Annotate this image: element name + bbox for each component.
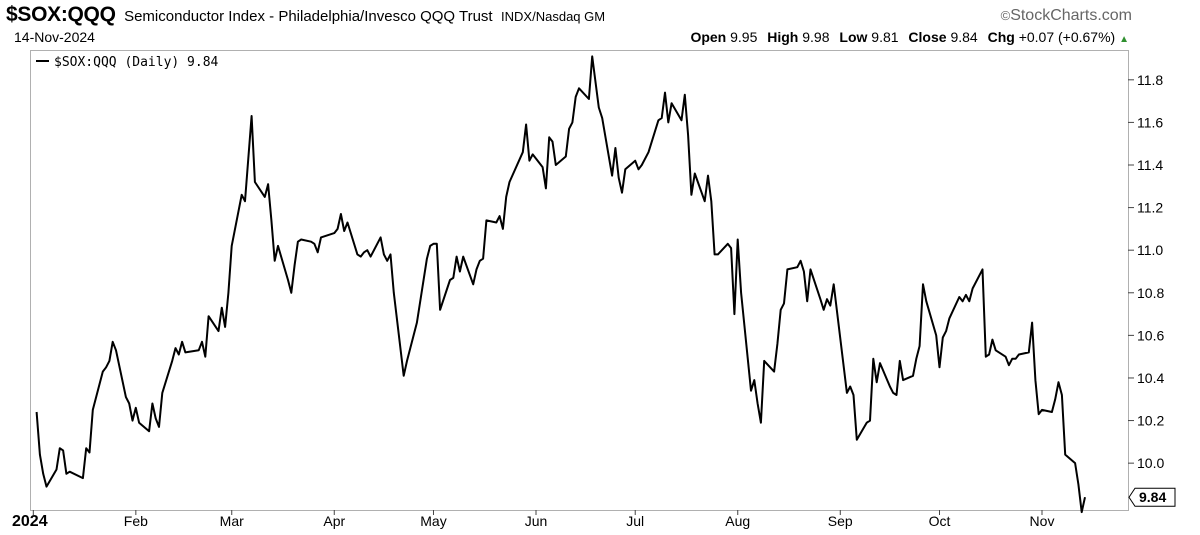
legend-label: $SOX:QQQ (Daily) 9.84 (54, 55, 219, 70)
last-value-marker: 9.84 (1128, 487, 1176, 507)
y-tick-label: 11.0 (1137, 242, 1163, 258)
x-tick-label: 2024 (12, 513, 48, 530)
brand-name: StockCharts.com (1010, 7, 1132, 24)
chart-header: $SOX:QQQ Semiconductor Index - Philadelp… (6, 3, 605, 29)
y-tick-label: 11.8 (1137, 72, 1163, 88)
x-tick-label: Nov (1030, 513, 1055, 529)
x-tick-label: Apr (323, 513, 345, 529)
x-tick-label: Feb (124, 513, 148, 529)
quote-summary: Open 9.95 High 9.98 Low 9.81 Close 9.84 … (690, 29, 1129, 45)
x-tick-label: Oct (929, 513, 951, 529)
high-label: High (767, 29, 799, 45)
last-value-label: 9.84 (1139, 489, 1166, 505)
x-tick-label: Jul (626, 513, 644, 529)
y-tick-label: 11.6 (1137, 114, 1163, 130)
change-value: +0.07 (+0.67%) (1018, 29, 1116, 45)
x-tick-label: Mar (220, 513, 244, 529)
legend: $SOX:QQQ (Daily) 9.84 (31, 51, 283, 70)
symbol-description: Semiconductor Index - Philadelphia/Inves… (124, 8, 493, 25)
exchange-label: INDX/Nasdaq GM (501, 9, 606, 24)
open-value: 9.95 (730, 29, 758, 45)
high-value: 9.98 (802, 29, 830, 45)
plot-frame (30, 50, 1129, 511)
close-label: Close (908, 29, 947, 45)
y-tick-label: 10.8 (1137, 285, 1164, 301)
up-arrow-icon: ▲ (1119, 34, 1129, 45)
y-tick-label: 11.2 (1137, 200, 1163, 216)
quote-date: 14-Nov-2024 (14, 29, 95, 45)
y-tick-label: 10.2 (1137, 413, 1164, 429)
y-tick-label: 10.6 (1137, 327, 1164, 343)
y-tick-label: 10.0 (1137, 455, 1164, 471)
price-line (35, 55, 1086, 514)
y-tick-label: 10.4 (1137, 370, 1164, 386)
x-tick-label: May (420, 513, 446, 529)
copyright-icon: © (1000, 8, 1011, 23)
x-tick-label: Sep (828, 513, 853, 529)
change-label: Chg (987, 29, 1015, 45)
symbol-title: $SOX:QQQ (6, 3, 116, 26)
x-axis: 2024 Feb Mar Apr May Jun Jul Aug Sep Oct Nov (12, 510, 1054, 530)
y-tick-label: 11.4 (1137, 157, 1163, 173)
close-value: 9.84 (950, 29, 978, 45)
x-tick-label: Aug (725, 513, 750, 529)
x-tick-label: Jun (525, 513, 548, 529)
low-label: Low (839, 29, 868, 45)
brand-watermark: ©StockCharts.com (1001, 7, 1132, 25)
low-value: 9.81 (871, 29, 899, 45)
y-axis: 11.8 11.6 11.4 11.2 11.0 10.8 10.6 10.4 10.2 10.0 (1128, 72, 1164, 471)
open-label: Open (690, 29, 727, 45)
